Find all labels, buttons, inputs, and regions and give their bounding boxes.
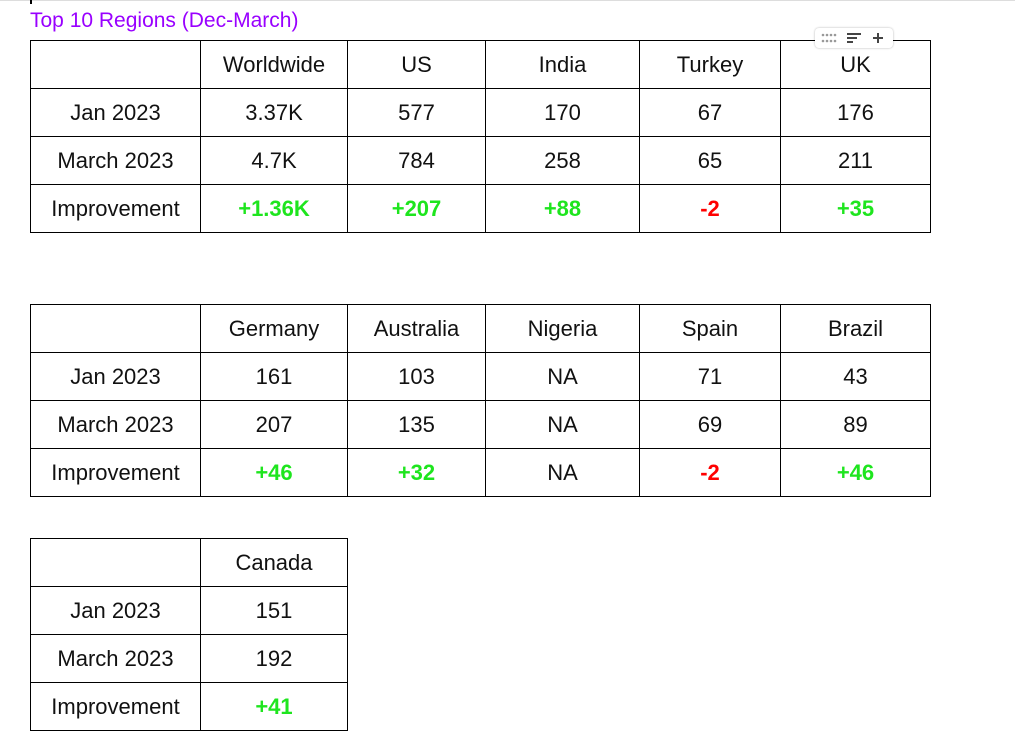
- table-cell: +88: [485, 184, 640, 233]
- row-label: Improvement: [30, 184, 201, 233]
- table-cell: 192: [200, 634, 348, 683]
- table-cell: 89: [780, 400, 931, 449]
- table-row: Jan 2023 151: [30, 586, 348, 635]
- table-cell: 207: [200, 400, 348, 449]
- row-label: Jan 2023: [30, 352, 201, 401]
- data-table: Canada Jan 2023 151 March 2023 192 Improvemen…: [30, 538, 348, 731]
- table-cell: US: [347, 40, 486, 89]
- table-cell: 103: [347, 352, 486, 401]
- table-cell: NA: [485, 448, 640, 497]
- table-cell: -2: [639, 184, 781, 233]
- table-row: Improvement +46 +32 NA -2 +46: [30, 448, 931, 497]
- row-label: Improvement: [30, 682, 201, 731]
- table-cell: +32: [347, 448, 486, 497]
- table-cell: Spain: [639, 304, 781, 353]
- row-label: [30, 304, 201, 353]
- table-row: Jan 2023 3.37K 577 170 67 176: [30, 88, 931, 137]
- table-cell: 3.37K: [200, 88, 348, 137]
- table-cell: 176: [780, 88, 931, 137]
- table-cell: 161: [200, 352, 348, 401]
- table-cell: 71: [639, 352, 781, 401]
- table-row: March 2023 4.7K 784 258 65 211: [30, 136, 931, 185]
- table-cell: Worldwide: [200, 40, 348, 89]
- table-cell: UK: [780, 40, 931, 89]
- table-cell: +35: [780, 184, 931, 233]
- row-label: [30, 40, 201, 89]
- table-cell: 69: [639, 400, 781, 449]
- table-cell: Germany: [200, 304, 348, 353]
- table-cell: 4.7K: [200, 136, 348, 185]
- table-row: March 2023 207 135 NA 69 89: [30, 400, 931, 449]
- table-cell: 151: [200, 586, 348, 635]
- table-row: Jan 2023 161 103 NA 71 43: [30, 352, 931, 401]
- header-row: Canada: [30, 538, 348, 587]
- table-cell: Canada: [200, 538, 348, 587]
- top-border: [0, 0, 1015, 1]
- table-cell: +207: [347, 184, 486, 233]
- table-cell: Turkey: [639, 40, 781, 89]
- toolbar-icons: [821, 33, 883, 43]
- table-cell: +1.36K: [200, 184, 348, 233]
- table-cell: 784: [347, 136, 486, 185]
- row-label: Improvement: [30, 448, 201, 497]
- table-cell: 65: [639, 136, 781, 185]
- row-label: Jan 2023: [30, 586, 201, 635]
- table-cell: Brazil: [780, 304, 931, 353]
- header-row: Germany Australia Nigeria Spain Brazil: [30, 304, 931, 353]
- table-cell: 577: [347, 88, 486, 137]
- table-cell: -2: [639, 448, 781, 497]
- data-table: Germany Australia Nigeria Spain Brazil Jan 20…: [30, 304, 931, 497]
- table-toolbar[interactable]: [815, 28, 893, 48]
- table-cell: 258: [485, 136, 640, 185]
- table-cell: 170: [485, 88, 640, 137]
- table-row: Improvement +41: [30, 682, 348, 731]
- cursor-mark: [30, 0, 32, 4]
- document-title: Top 10 Regions (Dec-March): [30, 9, 299, 32]
- table-cell: India: [485, 40, 640, 89]
- data-table: Worldwide US India Turkey UK Jan 2023 3.37K 577…: [30, 40, 931, 233]
- table-cell: +46: [780, 448, 931, 497]
- table-cell: Nigeria: [485, 304, 640, 353]
- row-label: [30, 538, 201, 587]
- table-cell: +41: [200, 682, 348, 731]
- header-row: Worldwide US India Turkey UK: [30, 40, 931, 89]
- table-cell: NA: [485, 400, 640, 449]
- row-label: March 2023: [30, 400, 201, 449]
- row-label: March 2023: [30, 634, 201, 683]
- table-cell: Australia: [347, 304, 486, 353]
- table-row: Improvement +1.36K +207 +88 -2 +35: [30, 184, 931, 233]
- row-label: March 2023: [30, 136, 201, 185]
- row-label: Jan 2023: [30, 88, 201, 137]
- table-cell: 211: [780, 136, 931, 185]
- table-cell: +46: [200, 448, 348, 497]
- table-cell: NA: [485, 352, 640, 401]
- table-cell: 43: [780, 352, 931, 401]
- table-cell: 135: [347, 400, 486, 449]
- table-row: March 2023 192: [30, 634, 348, 683]
- table-cell: 67: [639, 88, 781, 137]
